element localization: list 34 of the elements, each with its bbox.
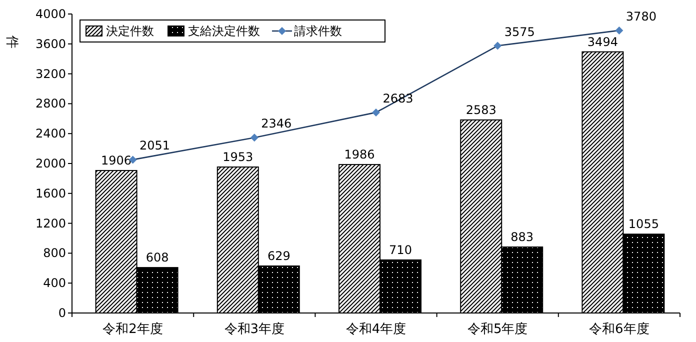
x-tick-label: 令和6年度: [589, 321, 650, 337]
y-tick-label: 2400: [35, 126, 66, 141]
y-tick-label: 1600: [35, 186, 66, 200]
data-label: 1055: [628, 217, 659, 232]
y-tick-label: 800: [43, 246, 66, 260]
legend-label: 支給決定件数: [188, 24, 260, 38]
y-tick-label: 400: [43, 276, 66, 290]
legend-label: 決定件数: [106, 24, 154, 38]
y-tick-label: 2800: [35, 96, 66, 111]
y-tick-label: 3200: [35, 66, 66, 81]
y-tick-label: 2000: [35, 156, 66, 170]
y-tick-label: 1200: [35, 216, 66, 230]
data-label: 3494: [587, 34, 618, 49]
x-tick-label: 令和5年度: [467, 321, 528, 337]
data-label: 3575: [504, 24, 535, 39]
data-label: 629: [267, 248, 290, 263]
data-label: 608: [146, 250, 169, 265]
data-label: 2346: [261, 116, 292, 131]
y-tick-label: 4000: [35, 7, 66, 21]
x-tick-label: 令和3年度: [224, 321, 285, 337]
y-axis-title: 件: [4, 36, 19, 48]
data-label: 1953: [222, 150, 254, 164]
x-tick-label: 令和4年度: [346, 321, 406, 337]
y-tick-label: 3600: [35, 36, 66, 51]
data-label: 2051: [140, 138, 170, 153]
data-label: 3780: [626, 9, 656, 24]
y-tick-label: 0: [58, 306, 66, 320]
x-tick-label: 令和2年度: [102, 321, 163, 337]
data-label: 1986: [344, 148, 375, 162]
data-label: 883: [510, 230, 534, 244]
data-label: 2583: [466, 102, 496, 117]
legend-label: 請求件数: [294, 24, 342, 38]
data-label: 1906: [101, 154, 132, 168]
data-label: 710: [389, 242, 412, 257]
